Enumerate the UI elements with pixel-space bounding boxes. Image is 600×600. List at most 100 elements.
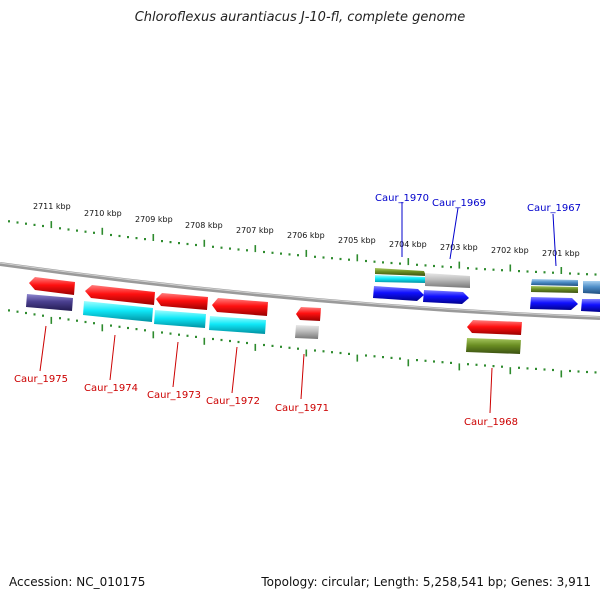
- minor-tick: [399, 262, 401, 265]
- major-tick: [356, 254, 359, 262]
- map-title: Chloroflexus aurantiacus J-10-fl, comple…: [134, 10, 466, 25]
- minor-tick: [93, 322, 95, 325]
- minor-tick: [365, 354, 367, 357]
- minor-tick: [399, 357, 401, 360]
- minor-tick: [271, 344, 274, 347]
- gene-arrow[interactable]: [467, 320, 522, 335]
- gene-arrow[interactable]: [581, 299, 600, 312]
- minor-tick: [441, 361, 444, 364]
- minor-tick: [577, 370, 580, 373]
- gene-arrow[interactable]: [209, 316, 266, 334]
- gene-arrow[interactable]: [530, 297, 578, 310]
- minor-tick: [348, 258, 350, 261]
- gene-label[interactable]: Caur_1972: [206, 396, 260, 407]
- minor-tick: [475, 267, 478, 270]
- minor-tick: [186, 334, 189, 337]
- minor-tick: [84, 230, 87, 233]
- gene-arrow[interactable]: [212, 298, 268, 316]
- callout-line: [552, 213, 557, 267]
- gene-arrow[interactable]: [29, 277, 75, 295]
- scale-label: 2703 kbp: [440, 243, 478, 252]
- major-tick: [356, 354, 359, 362]
- gene-label[interactable]: Caur_1967: [527, 203, 581, 214]
- minor-tick: [331, 351, 333, 354]
- minor-tick: [526, 367, 529, 370]
- minor-tick: [586, 370, 588, 374]
- minor-tick: [76, 319, 78, 322]
- major-tick: [254, 245, 257, 253]
- gene-arrow[interactable]: [26, 294, 73, 311]
- minor-tick: [297, 254, 299, 257]
- minor-tick: [144, 238, 146, 241]
- minor-tick: [569, 272, 571, 275]
- scale-label: 2705 kbp: [338, 236, 376, 245]
- minor-tick: [501, 365, 503, 368]
- minor-tick: [229, 339, 231, 343]
- gene-label[interactable]: Caur_1974: [84, 383, 138, 394]
- major-tick: [407, 258, 410, 266]
- minor-tick: [144, 329, 146, 332]
- minor-tick: [67, 228, 70, 231]
- minor-tick: [450, 361, 452, 364]
- minor-tick: [594, 371, 597, 374]
- major-tick: [203, 239, 206, 247]
- gene-arrow[interactable]: [373, 286, 424, 301]
- gene-arrow[interactable]: [156, 293, 208, 310]
- minor-tick: [212, 337, 214, 341]
- major-tick: [305, 349, 308, 357]
- callout-line: [172, 341, 179, 388]
- gene-arrow[interactable]: [466, 338, 521, 354]
- gene-label[interactable]: Caur_1968: [464, 417, 518, 428]
- minor-tick: [314, 255, 316, 258]
- minor-tick: [263, 250, 265, 254]
- gene-arrow[interactable]: [531, 279, 578, 286]
- minor-tick: [552, 271, 554, 274]
- minor-tick: [135, 328, 138, 331]
- minor-tick: [424, 264, 427, 267]
- gene-label[interactable]: Caur_1973: [147, 390, 201, 401]
- gene-arrow[interactable]: [375, 268, 426, 276]
- reverse-genes: [26, 277, 522, 354]
- gene-arrow[interactable]: [295, 325, 319, 339]
- minor-tick: [16, 310, 19, 313]
- gene-label[interactable]: Caur_1970: [375, 193, 429, 204]
- minor-tick: [492, 268, 495, 271]
- minor-tick: [280, 252, 282, 255]
- major-tick: [152, 234, 155, 241]
- gene-arrow[interactable]: [85, 285, 155, 305]
- minor-tick: [127, 326, 129, 330]
- gene-arrow[interactable]: [296, 307, 321, 321]
- minor-tick: [33, 313, 36, 316]
- minor-tick: [84, 320, 87, 324]
- callout-line: [109, 334, 116, 381]
- minor-tick: [365, 259, 367, 263]
- gene-label[interactable]: Caur_1971: [275, 403, 329, 414]
- gene-arrow[interactable]: [83, 301, 153, 322]
- callout-line: [231, 346, 238, 394]
- minor-tick: [118, 234, 121, 238]
- minor-tick: [246, 341, 248, 345]
- gene-arrow[interactable]: [425, 273, 470, 288]
- gene-arrow[interactable]: [154, 310, 206, 328]
- minor-tick: [135, 237, 138, 240]
- minor-tick: [390, 261, 393, 265]
- gene-arrow[interactable]: [423, 290, 469, 304]
- gene-label[interactable]: Caur_1969: [432, 198, 486, 209]
- major-tick: [560, 267, 563, 274]
- scale-label: 2706 kbp: [287, 231, 325, 240]
- minor-tick: [331, 257, 333, 260]
- minor-tick: [390, 356, 393, 359]
- major-tick: [509, 264, 512, 272]
- scale-label: 2704 kbp: [389, 240, 427, 249]
- reverse-scale-ticks: [8, 309, 597, 378]
- gene-label[interactable]: Caur_1975: [14, 374, 68, 385]
- gene-arrow[interactable]: [531, 286, 578, 293]
- minor-tick: [586, 273, 588, 276]
- gene-arrow[interactable]: [375, 275, 426, 283]
- minor-tick: [297, 347, 299, 350]
- minor-tick: [246, 249, 248, 252]
- gene-arrow[interactable]: [583, 281, 600, 294]
- minor-tick: [169, 332, 172, 335]
- minor-tick: [25, 222, 27, 225]
